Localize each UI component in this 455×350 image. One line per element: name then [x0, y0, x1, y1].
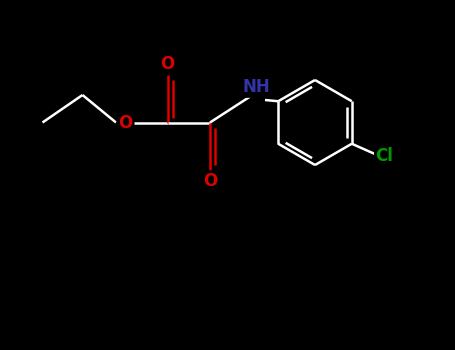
Text: Cl: Cl [375, 147, 393, 165]
Text: O: O [118, 113, 132, 132]
Text: NH: NH [243, 78, 270, 97]
Text: O: O [160, 55, 175, 73]
Text: O: O [203, 172, 217, 190]
